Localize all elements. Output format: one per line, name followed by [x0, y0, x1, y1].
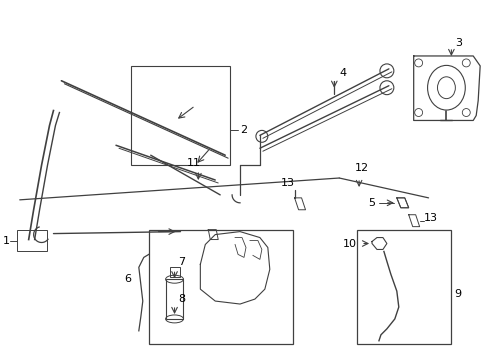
Text: 5: 5 [367, 198, 374, 208]
Bar [165, 279, 183, 319]
Text: 9: 9 [453, 289, 461, 299]
Bar [17, 230, 46, 251]
Bar [148, 230, 292, 344]
Text: 1: 1 [3, 235, 10, 246]
Text: 6: 6 [123, 274, 131, 284]
Text: 4: 4 [339, 68, 346, 78]
Text: 8: 8 [178, 294, 185, 304]
Text: 11: 11 [186, 158, 200, 168]
Bar [131, 66, 230, 165]
Bar [169, 267, 179, 277]
Text: 12: 12 [354, 163, 368, 173]
Text: 13: 13 [423, 213, 437, 223]
Text: 7: 7 [178, 257, 185, 267]
Text: 3: 3 [454, 38, 462, 48]
Polygon shape [396, 198, 408, 208]
Text: 13: 13 [280, 178, 294, 188]
Bar [356, 230, 450, 344]
Text: 10: 10 [343, 239, 356, 248]
Text: 2: 2 [240, 125, 246, 135]
